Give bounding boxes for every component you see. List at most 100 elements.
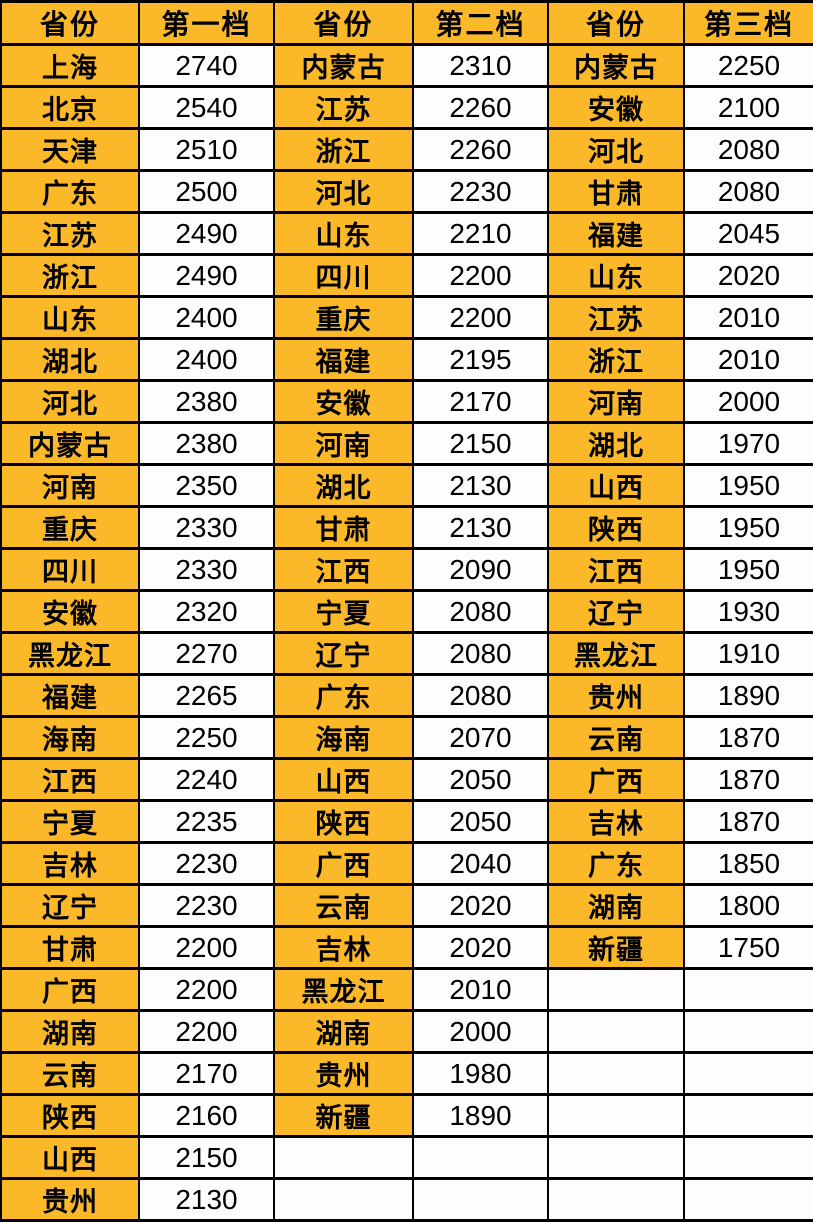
province-cell: 黑龙江 xyxy=(547,631,685,676)
value-cell: 2000 xyxy=(683,379,813,424)
province-cell: 浙江 xyxy=(273,127,414,172)
province-cell: 山东 xyxy=(273,211,414,256)
province-cell: 广西 xyxy=(273,841,414,886)
value-cell: 2040 xyxy=(412,841,549,886)
header-tier-3: 第三档 xyxy=(683,0,813,46)
province-cell: 江苏 xyxy=(0,211,140,256)
value-cell: 2380 xyxy=(138,379,275,424)
value-cell: 1870 xyxy=(683,757,813,802)
province-cell: 宁夏 xyxy=(0,799,140,844)
province-cell: 黑龙江 xyxy=(0,631,140,676)
table-row: 江苏 2490 山东 2210 福建 2045 xyxy=(0,211,813,256)
table-row: 内蒙古 2380 河南 2150 湖北 1970 xyxy=(0,421,813,466)
value-cell: 2400 xyxy=(138,337,275,382)
province-cell: 云南 xyxy=(547,715,685,760)
province-cell: 安徽 xyxy=(273,379,414,424)
value-cell: 2210 xyxy=(412,211,549,256)
table-row: 江西 2240 山西 2050 广西 1870 xyxy=(0,757,813,802)
province-cell: 湖南 xyxy=(0,1009,140,1054)
value-cell: 2000 xyxy=(412,1009,549,1054)
province-cell: 广西 xyxy=(0,967,140,1012)
table-row: 云南 2170 贵州 1980 xyxy=(0,1051,813,1096)
empty-cell xyxy=(683,1051,813,1096)
table-row: 河北 2380 安徽 2170 河南 2000 xyxy=(0,379,813,424)
value-cell: 2080 xyxy=(683,127,813,172)
value-cell: 2240 xyxy=(138,757,275,802)
value-cell: 1750 xyxy=(683,925,813,970)
table-body: 上海 2740 内蒙古 2310 内蒙古 2250 北京 2540 江苏 2260 安徽 2100 天津… xyxy=(0,43,813,1222)
province-cell: 湖北 xyxy=(0,337,140,382)
province-cell: 海南 xyxy=(0,715,140,760)
value-cell: 2490 xyxy=(138,253,275,298)
table-row: 重庆 2330 甘肃 2130 陕西 1950 xyxy=(0,505,813,550)
value-cell: 2170 xyxy=(412,379,549,424)
value-cell: 2740 xyxy=(138,43,275,88)
province-cell: 河北 xyxy=(547,127,685,172)
empty-cell xyxy=(683,1177,813,1222)
value-cell: 2230 xyxy=(138,841,275,886)
table-row: 海南 2250 海南 2070 云南 1870 xyxy=(0,715,813,760)
province-cell: 广西 xyxy=(547,757,685,802)
value-cell: 2020 xyxy=(412,925,549,970)
province-cell: 内蒙古 xyxy=(547,43,685,88)
value-cell: 2020 xyxy=(683,253,813,298)
province-cell: 甘肃 xyxy=(273,505,414,550)
value-cell: 2350 xyxy=(138,463,275,508)
province-cell: 江西 xyxy=(547,547,685,592)
table-row: 陕西 2160 新疆 1890 xyxy=(0,1093,813,1138)
table-row: 辽宁 2230 云南 2020 湖南 1800 xyxy=(0,883,813,928)
value-cell: 2010 xyxy=(412,967,549,1012)
province-cell: 河南 xyxy=(273,421,414,466)
province-cell: 江西 xyxy=(273,547,414,592)
empty-cell xyxy=(547,967,685,1012)
province-cell: 湖南 xyxy=(273,1009,414,1054)
value-cell: 2500 xyxy=(138,169,275,214)
header-tier-2: 第二档 xyxy=(412,0,549,46)
value-cell: 1910 xyxy=(683,631,813,676)
header-province-1: 省份 xyxy=(0,0,140,46)
empty-cell xyxy=(412,1177,549,1222)
value-cell: 2200 xyxy=(138,925,275,970)
value-cell: 2260 xyxy=(412,85,549,130)
province-cell: 广东 xyxy=(273,673,414,718)
province-cell: 河南 xyxy=(0,463,140,508)
province-cell: 广东 xyxy=(0,169,140,214)
province-cell: 山西 xyxy=(0,1135,140,1180)
value-cell: 2265 xyxy=(138,673,275,718)
table-row: 贵州 2130 xyxy=(0,1177,813,1222)
value-cell: 1950 xyxy=(683,505,813,550)
value-cell: 2010 xyxy=(683,337,813,382)
table-row: 四川 2330 江西 2090 江西 1950 xyxy=(0,547,813,592)
header-province-2: 省份 xyxy=(273,0,414,46)
province-cell: 辽宁 xyxy=(0,883,140,928)
province-cell: 福建 xyxy=(547,211,685,256)
province-cell: 湖北 xyxy=(547,421,685,466)
value-cell: 2540 xyxy=(138,85,275,130)
province-cell: 重庆 xyxy=(273,295,414,340)
value-cell: 2330 xyxy=(138,547,275,592)
value-cell: 2150 xyxy=(412,421,549,466)
value-cell: 2080 xyxy=(683,169,813,214)
value-cell: 2250 xyxy=(683,43,813,88)
province-cell: 河北 xyxy=(273,169,414,214)
province-cell: 贵州 xyxy=(273,1051,414,1096)
province-cell: 北京 xyxy=(0,85,140,130)
header-tier-1: 第一档 xyxy=(138,0,275,46)
value-cell: 2170 xyxy=(138,1051,275,1096)
value-cell: 2230 xyxy=(412,169,549,214)
table-row: 湖北 2400 福建 2195 浙江 2010 xyxy=(0,337,813,382)
value-cell: 2150 xyxy=(138,1135,275,1180)
value-cell: 2380 xyxy=(138,421,275,466)
province-cell: 江苏 xyxy=(273,85,414,130)
value-cell: 1850 xyxy=(683,841,813,886)
value-cell: 2260 xyxy=(412,127,549,172)
province-cell: 黑龙江 xyxy=(273,967,414,1012)
province-cell: 甘肃 xyxy=(0,925,140,970)
empty-cell xyxy=(683,967,813,1012)
value-cell: 2250 xyxy=(138,715,275,760)
province-cell: 内蒙古 xyxy=(0,421,140,466)
value-cell: 1970 xyxy=(683,421,813,466)
province-cell: 广东 xyxy=(547,841,685,886)
value-cell: 2045 xyxy=(683,211,813,256)
table-row: 安徽 2320 宁夏 2080 辽宁 1930 xyxy=(0,589,813,634)
